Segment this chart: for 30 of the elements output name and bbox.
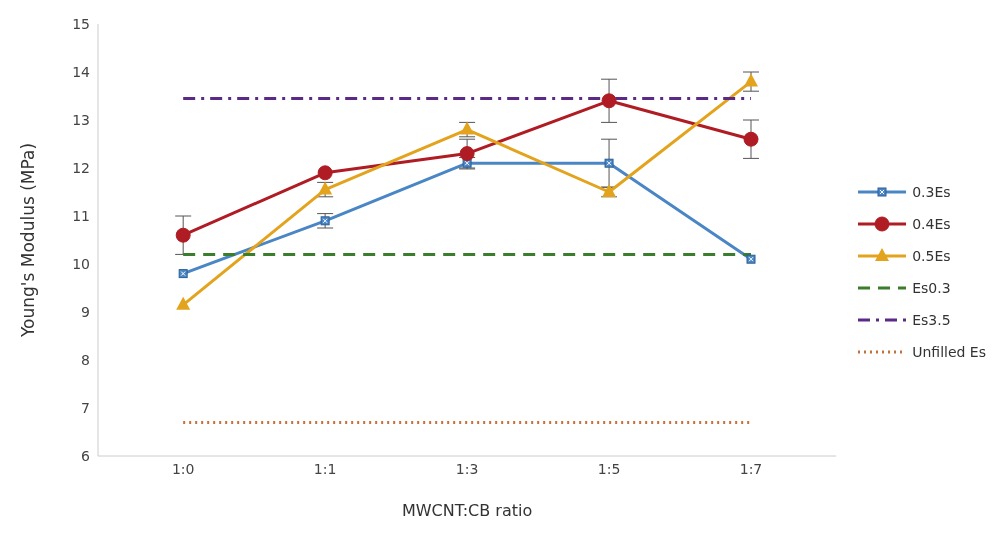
legend-label: Es3.5 xyxy=(912,312,951,328)
legend-label: 0.3Es xyxy=(912,184,951,200)
point xyxy=(743,131,759,147)
point xyxy=(176,296,191,310)
y-tick-label: 15 xyxy=(72,15,90,32)
y-tick-label: 6 xyxy=(81,447,91,464)
x-tick-label: 1:3 xyxy=(455,460,479,477)
legend-label: 0.4Es xyxy=(912,216,951,232)
point xyxy=(317,165,333,181)
point xyxy=(175,227,191,243)
y-tick-label: 13 xyxy=(72,111,90,128)
y-tick-label: 7 xyxy=(81,399,90,416)
y-tick-label: 10 xyxy=(72,255,90,272)
y-tick-label: 11 xyxy=(72,207,90,224)
legend-label: Unfilled Es xyxy=(912,344,986,360)
legend-label: Es0.3 xyxy=(912,280,951,296)
y-tick-label: 8 xyxy=(81,351,90,368)
y-tick-label: 9 xyxy=(81,303,90,320)
x-axis-title: MWCNT:CB ratio xyxy=(401,501,533,520)
x-tick-label: 1:5 xyxy=(597,460,621,477)
point xyxy=(459,146,475,162)
point xyxy=(601,93,617,109)
x-tick-label: 1:7 xyxy=(739,460,763,477)
legend-label: 0.5Es xyxy=(912,248,951,264)
y-axis-title: Young's Modulus (MPa) xyxy=(18,142,39,339)
point xyxy=(744,73,759,87)
x-tick-label: 1:1 xyxy=(313,460,337,477)
y-tick-label: 12 xyxy=(72,159,90,176)
y-tick-label: 14 xyxy=(72,63,91,80)
x-tick-label: 1:0 xyxy=(171,460,195,477)
